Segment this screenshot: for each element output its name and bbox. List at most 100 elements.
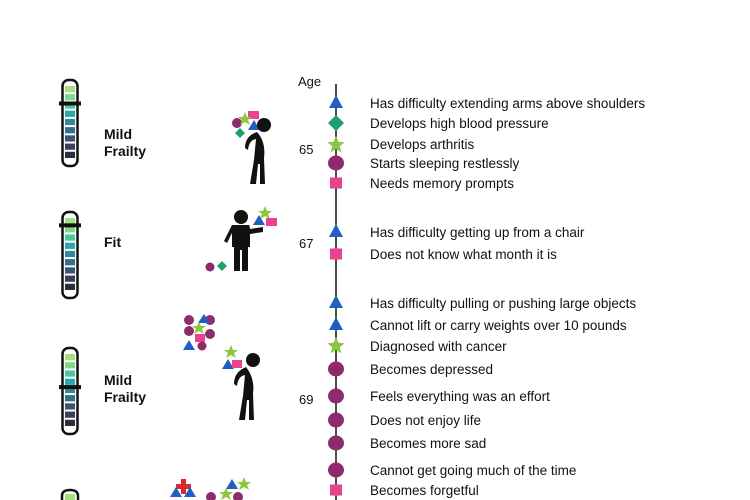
stooped-person-icon <box>232 111 271 184</box>
gauge-segment <box>65 218 75 225</box>
gauge-outline <box>61 78 79 168</box>
triangle-icon <box>329 295 343 308</box>
triangle-icon <box>226 479 238 489</box>
gauge-segment <box>65 226 75 233</box>
gauge-segment <box>65 94 75 101</box>
star-icon <box>192 322 206 334</box>
circle-icon <box>184 315 194 325</box>
gauge-level-marker <box>59 385 81 390</box>
gauge-segment <box>65 419 75 426</box>
circle-icon <box>328 388 344 404</box>
cross-icon <box>176 479 191 494</box>
stage-label-1: Mild Frailty <box>104 126 147 159</box>
event-text: Becomes forgetful <box>370 483 479 498</box>
age-label-65: 65 <box>299 142 314 157</box>
gauge-outline <box>61 346 79 436</box>
triangle-icon <box>184 487 196 497</box>
gauge-level-marker <box>59 101 81 106</box>
gauge-segment <box>65 151 75 158</box>
circle-icon <box>232 118 242 128</box>
event-text: Becomes more sad <box>370 436 487 451</box>
triangle-icon <box>198 314 210 323</box>
event-text: Needs memory prompts <box>370 176 515 191</box>
symbol-cluster-icon <box>183 314 215 351</box>
circle-icon <box>184 326 194 336</box>
gauge-segment <box>65 411 75 418</box>
triangle-icon <box>222 359 234 369</box>
event-text: Does not enjoy life <box>370 413 482 428</box>
star-icon <box>327 136 345 153</box>
gauge-segment <box>65 395 75 402</box>
star-icon <box>224 345 238 358</box>
star-icon <box>237 477 251 490</box>
standing-person-icon <box>205 206 277 272</box>
gauge-segment <box>65 102 75 109</box>
gauge-level-marker <box>59 223 81 228</box>
gauge-segment <box>65 135 75 142</box>
event-text: Develops arthritis <box>370 137 475 152</box>
event-text: Does not know what month it is <box>370 247 557 262</box>
circle-icon <box>328 435 344 451</box>
gauge-segment <box>65 354 75 361</box>
diamond-icon <box>235 128 245 138</box>
square-icon <box>330 248 342 260</box>
gauge-segment <box>65 362 75 369</box>
event-text: Diagnosed with cancer <box>370 339 507 354</box>
circle-icon <box>206 492 216 500</box>
age-label-67: 67 <box>299 236 314 251</box>
event-text: Cannot get going much of the time <box>370 463 577 478</box>
stooped-person-icon <box>222 345 260 420</box>
axis-label-age: Age <box>298 74 322 89</box>
gauge-segment <box>65 267 75 274</box>
age-label-69: 69 <box>299 392 314 407</box>
circle-icon <box>205 262 215 272</box>
gauge-segment <box>65 275 75 282</box>
circle-icon <box>328 155 344 171</box>
event-text: Cannot lift or carry weights over 10 pou… <box>370 318 627 333</box>
circle-icon <box>328 412 344 428</box>
square-icon <box>232 360 242 368</box>
circle-icon <box>205 329 215 339</box>
gauge-segment <box>65 378 75 385</box>
triangle-icon <box>248 120 260 130</box>
symbol-cluster-icon <box>170 477 251 500</box>
star-icon <box>327 337 345 354</box>
event-text: Develops high blood pressure <box>370 116 549 131</box>
gauge-segment <box>65 250 75 258</box>
event-text: Has difficulty pulling or pushing large … <box>370 296 637 311</box>
gauge-segment <box>65 386 75 394</box>
triangle-icon <box>329 95 343 108</box>
star-icon <box>258 206 272 219</box>
triangle-icon <box>170 487 182 497</box>
gauge-segment <box>65 118 75 126</box>
triangle-icon <box>329 317 343 330</box>
frailty-gauge-3 <box>59 346 81 436</box>
gauge-segment <box>65 143 75 150</box>
gauge-segment <box>65 259 75 266</box>
gauge-segment <box>65 283 75 290</box>
square-icon <box>330 484 342 496</box>
gauge-segment <box>65 403 75 410</box>
stage-label-3: Mild Frailty <box>104 372 147 405</box>
square-icon <box>195 334 205 342</box>
circle-icon <box>328 361 344 377</box>
gauge-segment <box>65 110 75 117</box>
triangle-icon <box>253 215 265 225</box>
diamond-icon <box>328 115 344 131</box>
event-text: Becomes depressed <box>370 362 494 377</box>
circle-icon <box>197 341 207 351</box>
square-icon <box>266 218 277 226</box>
event-text: Starts sleeping restlessly <box>370 156 520 171</box>
gauge-segment <box>65 127 75 134</box>
triangle-icon <box>329 224 343 237</box>
star-icon <box>238 112 252 125</box>
event-text: Has difficulty getting up from a chair <box>370 225 585 240</box>
stage-label-2: Fit <box>104 234 122 250</box>
gauge-outline <box>61 210 79 300</box>
circle-icon <box>233 492 243 500</box>
gauge-segment <box>65 370 75 377</box>
gauge-segment <box>65 242 75 249</box>
frailty-gauge-4 <box>59 488 81 500</box>
gauge-segment <box>65 234 75 241</box>
